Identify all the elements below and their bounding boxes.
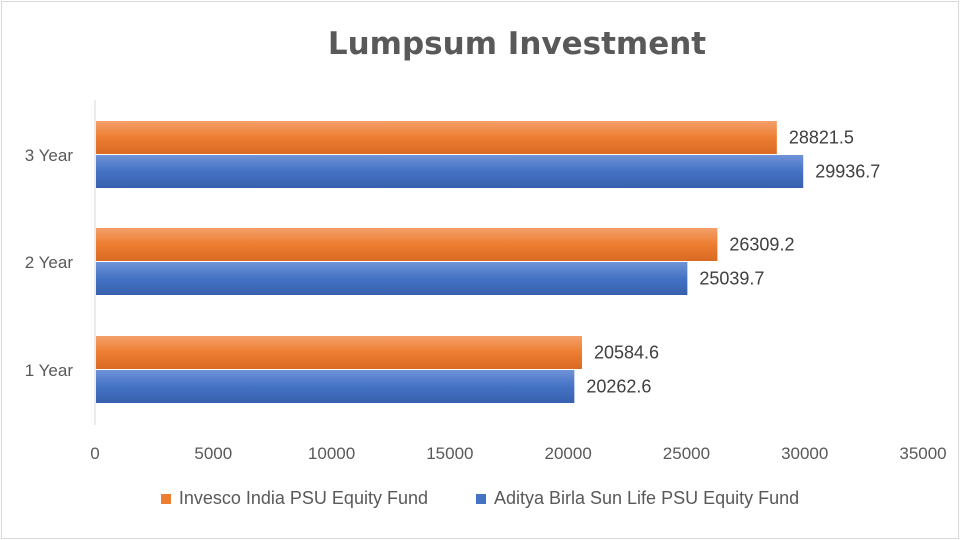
bar-invesco-1-year — [96, 336, 582, 369]
legend-swatch-orange — [160, 493, 171, 504]
y-tick-label: 3 Year — [25, 146, 74, 165]
data-label-aditya-2-year: 25039.7 — [699, 269, 764, 289]
x-tick-label: 30000 — [781, 444, 828, 463]
x-tick-label: 0 — [90, 444, 99, 463]
data-label-invesco-2-year: 26309.2 — [729, 235, 794, 255]
bar-invesco-3-year — [96, 121, 777, 154]
data-label-invesco-1-year: 20584.6 — [594, 343, 659, 363]
chart-title: Lumpsum Investment — [327, 26, 707, 62]
data-label-aditya-3-year: 29936.7 — [815, 162, 880, 182]
legend-swatch-blue — [475, 493, 486, 504]
legend-label-aditya: Aditya Birla Sun Life PSU Equity Fund — [493, 488, 800, 508]
legend-item-invesco: Invesco India PSU Equity Fund — [160, 488, 428, 509]
bar-aditya-1-year — [96, 370, 575, 403]
y-tick-label: 1 Year — [25, 361, 74, 380]
bar-invesco-2-year — [96, 228, 718, 261]
x-tick-label: 20000 — [545, 444, 592, 463]
data-label-invesco-3-year: 28821.5 — [789, 128, 854, 148]
x-tick-label: 5000 — [194, 444, 232, 463]
x-tick-label: 35000 — [899, 444, 946, 463]
legend-item-aditya: Aditya Birla Sun Life PSU Equity Fund — [475, 488, 800, 509]
x-tick-label: 10000 — [308, 444, 355, 463]
bar-aditya-2-year — [96, 262, 688, 295]
y-tick-label: 2 Year — [25, 253, 74, 272]
legend: Invesco India PSU Equity Fund Aditya Bir… — [0, 488, 960, 509]
x-tick-label: 15000 — [426, 444, 473, 463]
bar-aditya-3-year — [96, 155, 804, 188]
x-tick-label: 25000 — [663, 444, 710, 463]
data-label-aditya-1-year: 20262.6 — [586, 377, 651, 397]
legend-label-invesco: Invesco India PSU Equity Fund — [178, 488, 428, 508]
